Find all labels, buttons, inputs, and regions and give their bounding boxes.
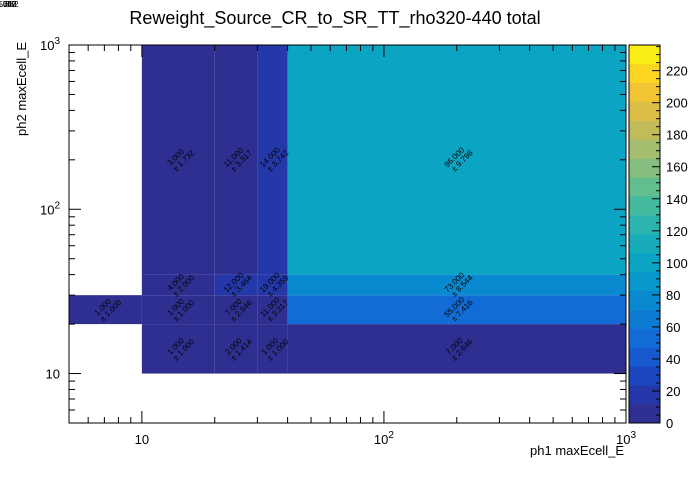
cell-value-label: 236.000 <box>0 0 15 1</box>
x-axis-label: ph1 maxEcell_E <box>530 443 624 458</box>
cell-error-label: ± 3.742 <box>0 0 17 9</box>
heatmap-cell <box>287 324 626 374</box>
colorbar-segment <box>629 366 660 386</box>
heatmap-cell <box>141 45 215 275</box>
heatmap-cell <box>214 45 258 275</box>
x-axis: 10 102 103 <box>68 45 636 447</box>
cell-value-label: 14.000 <box>0 0 13 1</box>
colorbar-segment <box>629 215 660 235</box>
cell-label-group: 236.000± 15.362 <box>0 0 19 9</box>
colorbar-segment <box>629 347 660 367</box>
colorbar-segment <box>629 196 660 216</box>
colorbar-segment <box>629 328 660 348</box>
colorbar-segment <box>629 404 660 424</box>
cell-error-label: ± 2.000 <box>0 0 17 9</box>
heatmap-cell <box>214 295 258 325</box>
colorbar-tick-label: 20 <box>666 384 680 399</box>
colorbar-tick-label: 200 <box>666 96 688 111</box>
colorbar-segment <box>629 385 660 405</box>
plot-frame <box>68 44 627 424</box>
colorbar-frame <box>628 44 661 424</box>
y-axis-label: ph2 maxEcell_E <box>14 42 29 136</box>
x-tick-label: 103 <box>616 430 636 447</box>
colorbar-segment <box>629 63 660 84</box>
colorbar-segment <box>629 82 660 102</box>
heatmap-cell <box>257 295 288 325</box>
colorbar-segment <box>629 234 660 254</box>
cell-error-label: ± 5.657 <box>0 0 17 9</box>
heatmap-cell <box>257 45 288 275</box>
colorbar-tick-label: 180 <box>666 128 688 143</box>
colorbar-segment <box>629 120 660 140</box>
color-scale: 0 20 40 60 80 100 120 140 160 180 200 220 <box>628 44 688 431</box>
y-tick-label: 102 <box>40 200 60 217</box>
colorbar-segment <box>629 158 660 178</box>
colorbar-segment <box>629 139 660 159</box>
heatmap-cell <box>141 295 215 325</box>
colorbar-tick-label: 220 <box>666 64 688 79</box>
colorbar-segment <box>629 271 660 291</box>
heatmap-cell <box>141 324 215 374</box>
cell-label-group: 14.000± 3.742 <box>0 0 17 9</box>
heatmap-cell <box>214 274 258 296</box>
cell-error-label: ± 15.362 <box>0 0 19 9</box>
heatmap-cell <box>214 324 258 374</box>
colorbar-tick-label: 60 <box>666 320 680 335</box>
colorbar-segment <box>629 290 660 310</box>
colorbar-segment <box>629 101 660 121</box>
colorbar-tick-label: 100 <box>666 256 688 271</box>
colorbar-segment <box>629 45 660 65</box>
cell-label-group: 1.000± 1.000 <box>166 297 197 324</box>
cell-value-label: 32.000 <box>0 0 13 1</box>
x-tick-label: 102 <box>374 430 394 447</box>
colorbar-segment <box>629 309 660 329</box>
cell-label-group: 32.000± 5.657 <box>0 0 17 9</box>
x-tick-label: 10 <box>135 432 149 447</box>
y-tick-label: 103 <box>40 36 60 53</box>
colorbar-segment <box>629 177 660 197</box>
y-axis: 10 102 103 <box>40 36 626 424</box>
heatmap-cell <box>257 324 288 374</box>
y-tick-label: 10 <box>46 367 60 382</box>
chart-title: Reweight_Source_CR_to_SR_TT_rho320-440 t… <box>129 8 540 29</box>
cell-label-group: 4.000± 2.000 <box>0 0 17 9</box>
heatmap-cell <box>287 295 626 325</box>
heatmap-cell <box>141 274 215 296</box>
heatmap-cell <box>69 295 142 325</box>
heatmap-cell <box>287 45 626 275</box>
colorbar-tick-label: 80 <box>666 288 680 303</box>
colorbar-tick-label: 120 <box>666 224 688 239</box>
colorbar-tick-label: 0 <box>666 416 673 431</box>
heatmap-cell <box>257 274 288 296</box>
cell-value-label: 4.000 <box>0 0 11 1</box>
heatmap-cell <box>287 274 626 296</box>
colorbar-tick-label: 160 <box>666 160 688 175</box>
colorbar-tick-label: 40 <box>666 352 680 367</box>
colorbar-segment <box>629 252 660 273</box>
colorbar-tick-label: 140 <box>666 192 688 207</box>
